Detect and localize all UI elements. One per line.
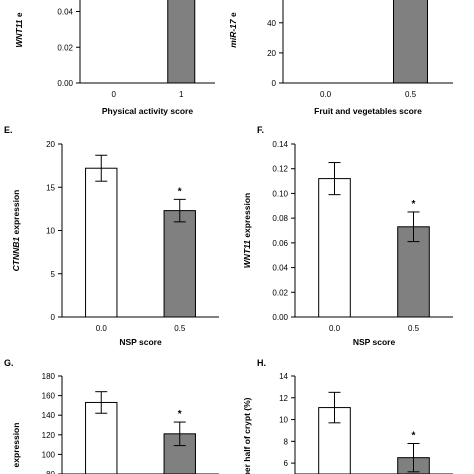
- panel-e-y-label-part: expression: [11, 190, 21, 237]
- panel-e-bar-0: [85, 167, 118, 318]
- panel-g-ytick-label: 140: [42, 411, 56, 420]
- panel-top-left-bar-1: [167, 0, 196, 84]
- panel-top-right-bar-1: [393, 0, 428, 84]
- panel-f-panel-label: F.: [257, 125, 264, 135]
- panel-h-panel-label: H.: [257, 358, 266, 368]
- panel-top-left-x-label: Physical activity score: [102, 106, 193, 116]
- panel-e-ytick-label: 5: [51, 270, 56, 279]
- panel-h-y-label: pper half of crypt (%): [242, 397, 252, 474]
- panel-f-ytick-label: 0.02: [272, 288, 288, 297]
- panel-top-right-ytick-label: 0: [272, 79, 277, 88]
- panel-g-ytick-label: 100: [42, 450, 56, 459]
- panel-top-left-y-label-part: e: [14, 12, 24, 19]
- panel-f-xtick-label-0: 0.0: [329, 324, 341, 333]
- panel-e-ytick-label: 10: [46, 227, 55, 236]
- panel-g-ytick-label: 120: [42, 431, 56, 440]
- panel-g-y-label: expression: [11, 423, 21, 468]
- panel-f-ytick-label: 0.04: [272, 264, 288, 273]
- panel-f-xtick-label-1: 0.5: [408, 324, 420, 333]
- panel-g-panel-label: G.: [4, 358, 14, 368]
- panel-f-ytick-label: 0.06: [272, 239, 288, 248]
- panel-h-ytick-label: 12: [279, 394, 288, 403]
- panel-g-ytick-label: 160: [42, 392, 56, 401]
- panel-h-ytick-label: 10: [279, 416, 288, 425]
- panel-f-ytick-label: 0.10: [272, 189, 288, 198]
- panel-top-right-xtick-label-0: 0.0: [320, 90, 332, 99]
- panel-h-significance-star: *: [412, 431, 416, 442]
- panel-h-ytick-label: 8: [284, 437, 289, 446]
- panel-f-y-label: WNT11 expression: [242, 193, 252, 268]
- panel-e-y-label-part: CTNNB1: [11, 237, 21, 272]
- panel-top-left-ytick-label: 0.02: [57, 43, 73, 52]
- panel-f-ytick-label: 0.14: [272, 140, 288, 149]
- panel-g-bar-0: [85, 401, 118, 474]
- panel-top-left-y-label: WNT11 e: [14, 12, 24, 48]
- panel-f-ytick-label: 0.00: [272, 313, 288, 322]
- panel-e-ytick-label: 0: [51, 313, 56, 322]
- panel-e-panel-label: E.: [4, 125, 13, 135]
- panel-top-right-x-label: Fruit and vegetables score: [314, 106, 422, 116]
- panel-e-x-label: NSP score: [119, 337, 162, 347]
- panel-f-x-label: NSP score: [353, 337, 396, 347]
- panel-f-y-label-part: WNT11: [242, 240, 252, 268]
- panel-e-y-label: CTNNB1 expression: [11, 190, 21, 272]
- panel-top-right-ytick-label: 40: [267, 19, 276, 28]
- panel-g-ytick-label: 80: [46, 470, 55, 474]
- panel-f-y-label-part: expression: [242, 193, 252, 240]
- panel-e-xtick-label-0: 0.0: [96, 324, 108, 333]
- panel-e-significance-star: *: [178, 186, 182, 197]
- panel-top-left-ytick-label: 0.00: [57, 79, 73, 88]
- panel-g-significance-star: *: [178, 409, 182, 420]
- panel-top-right-xtick-label-1: 0.5: [405, 90, 417, 99]
- panel-top-left-xtick-label-0: 0: [112, 90, 117, 99]
- panel-top-right-y-label-part: miR-17: [228, 18, 238, 48]
- panel-f-ytick-label: 0.12: [272, 165, 288, 174]
- panel-top-right-y-label: miR-17 e: [228, 12, 238, 48]
- panel-top-left-ytick-label: 0.04: [57, 8, 73, 17]
- panel-top-left-y-label-part: WNT11: [14, 19, 24, 47]
- panel-top-left-xtick-label-1: 1: [179, 90, 184, 99]
- panel-top-right-ytick-label: 20: [267, 49, 276, 58]
- panel-h-ytick-label: 14: [279, 372, 288, 381]
- panel-g-ytick-label: 180: [42, 372, 56, 381]
- panel-h-y-label-part: pper half of crypt (%): [242, 397, 252, 474]
- panel-f-ytick-label: 0.08: [272, 214, 288, 223]
- panel-e-ytick-label: 20: [46, 140, 55, 149]
- panel-f-significance-star: *: [412, 199, 416, 210]
- panel-top-right-y-label-part: e: [228, 12, 238, 19]
- panel-e-xtick-label-1: 0.5: [174, 324, 186, 333]
- panel-e-ytick-label: 15: [46, 183, 55, 192]
- panel-f-bar-0: [318, 178, 351, 318]
- panel-e-bar-1: [163, 210, 196, 318]
- panel-h-ytick-label: 6: [284, 459, 289, 468]
- panel-g-y-label-part: expression: [11, 423, 21, 468]
